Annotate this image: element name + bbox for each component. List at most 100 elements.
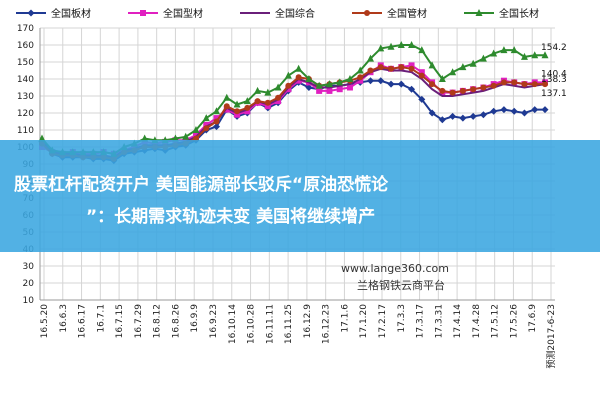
data-point	[408, 85, 416, 93]
data-point	[510, 46, 518, 54]
data-point	[387, 42, 395, 50]
data-point	[428, 109, 436, 117]
y-tick-label: 10	[23, 296, 35, 306]
data-point	[356, 66, 364, 74]
data-point	[418, 95, 426, 103]
data-point	[274, 83, 282, 91]
legend-item: 全国长材	[464, 7, 539, 20]
legend-swatch-marker	[475, 9, 483, 16]
data-point	[213, 118, 220, 125]
data-point	[213, 115, 220, 122]
x-tick-label: 16.7.29	[134, 304, 144, 339]
legend-label: 全国型材	[163, 7, 203, 20]
series-5	[38, 41, 549, 157]
x-tick-label: 17.3.3	[397, 304, 407, 333]
data-point	[243, 97, 251, 105]
data-point	[202, 114, 210, 122]
x-tick-label: 17.6.9	[528, 304, 538, 333]
data-point	[511, 79, 518, 86]
x-tick-label: 17.3.31	[434, 304, 444, 338]
y-tick-label: 140	[17, 75, 34, 85]
data-point	[141, 134, 149, 142]
x-tick-label: 预测2017-6-23	[546, 304, 557, 369]
data-point	[388, 65, 395, 72]
data-point	[264, 88, 272, 96]
x-tick-label: 16.6.3	[59, 304, 69, 333]
data-point	[500, 79, 507, 86]
data-point	[531, 81, 538, 88]
data-point	[459, 114, 467, 122]
data-point	[357, 74, 364, 81]
data-point	[397, 41, 405, 48]
legend-label: 全国长材	[499, 7, 539, 20]
data-point	[469, 112, 477, 120]
legend-label: 全国管材	[387, 7, 427, 20]
data-point	[234, 111, 241, 118]
legend-item: 全国板材	[16, 7, 91, 20]
data-point	[479, 54, 487, 62]
x-tick-label: 17.4.28	[472, 304, 482, 339]
data-point	[254, 98, 261, 105]
data-point	[192, 132, 199, 139]
data-point	[336, 86, 343, 93]
data-point	[490, 49, 498, 57]
data-point	[38, 134, 46, 142]
y-tick-label: 170	[17, 24, 34, 34]
x-tick-label: 16.6.17	[78, 304, 88, 338]
data-point	[315, 81, 323, 89]
data-point	[285, 86, 292, 93]
data-point	[398, 64, 405, 71]
data-point	[428, 61, 436, 69]
data-point	[336, 78, 344, 86]
data-point	[284, 71, 292, 79]
data-point	[479, 111, 487, 119]
x-tick-label: 16.9.23	[209, 304, 219, 338]
x-tick-label: 16.12.9	[303, 304, 313, 339]
x-tick-label: 16.11.11	[265, 304, 275, 344]
legend-item: 全国综合	[240, 7, 315, 20]
data-point	[520, 109, 528, 117]
data-point	[449, 112, 457, 120]
data-point	[325, 80, 333, 88]
data-point	[366, 54, 374, 62]
legend-label: 全国综合	[275, 7, 315, 20]
data-point	[223, 106, 230, 113]
data-point	[203, 121, 210, 128]
data-point	[510, 107, 518, 115]
data-point	[408, 41, 416, 48]
x-tick-label: 16.8.26	[171, 304, 181, 339]
banner-background	[0, 140, 600, 252]
data-point	[244, 108, 251, 115]
data-point	[223, 93, 231, 101]
data-point	[438, 116, 446, 124]
data-point	[480, 84, 487, 91]
data-point	[429, 81, 436, 88]
banner-line-2: ”：长期需求轨迹未变 美国将继续增产	[86, 206, 375, 227]
data-point	[213, 107, 221, 115]
data-point	[305, 75, 313, 82]
data-point	[541, 106, 549, 114]
x-tick-label: 17.4.14	[453, 304, 463, 339]
x-tick-label: 16.11.25	[284, 304, 294, 344]
y-tick-label: 150	[17, 58, 34, 68]
y-tick-label: 110	[17, 126, 34, 136]
legend-item: 全国管材	[352, 7, 427, 20]
data-point	[275, 98, 282, 105]
data-point	[285, 82, 292, 89]
x-tick-label: 16.9.9	[190, 304, 200, 333]
data-point	[357, 77, 364, 84]
x-axis-ticks: 16.5.20 16.6.3 16.6.17 16.7.1 16.7.15 16.7.29…	[40, 304, 557, 369]
data-point	[346, 75, 354, 82]
end-value-label: 137.1	[541, 89, 567, 99]
y-tick-label: 130	[17, 92, 34, 102]
data-point	[244, 104, 251, 111]
x-tick-label: 16.7.1	[96, 304, 106, 333]
data-point	[541, 51, 549, 59]
data-point	[366, 77, 374, 85]
y-tick-label: 20	[23, 279, 35, 289]
y-tick-label: 160	[17, 41, 34, 51]
data-point	[459, 63, 467, 71]
data-point	[254, 86, 262, 94]
data-point	[264, 99, 271, 106]
data-point	[264, 103, 271, 110]
